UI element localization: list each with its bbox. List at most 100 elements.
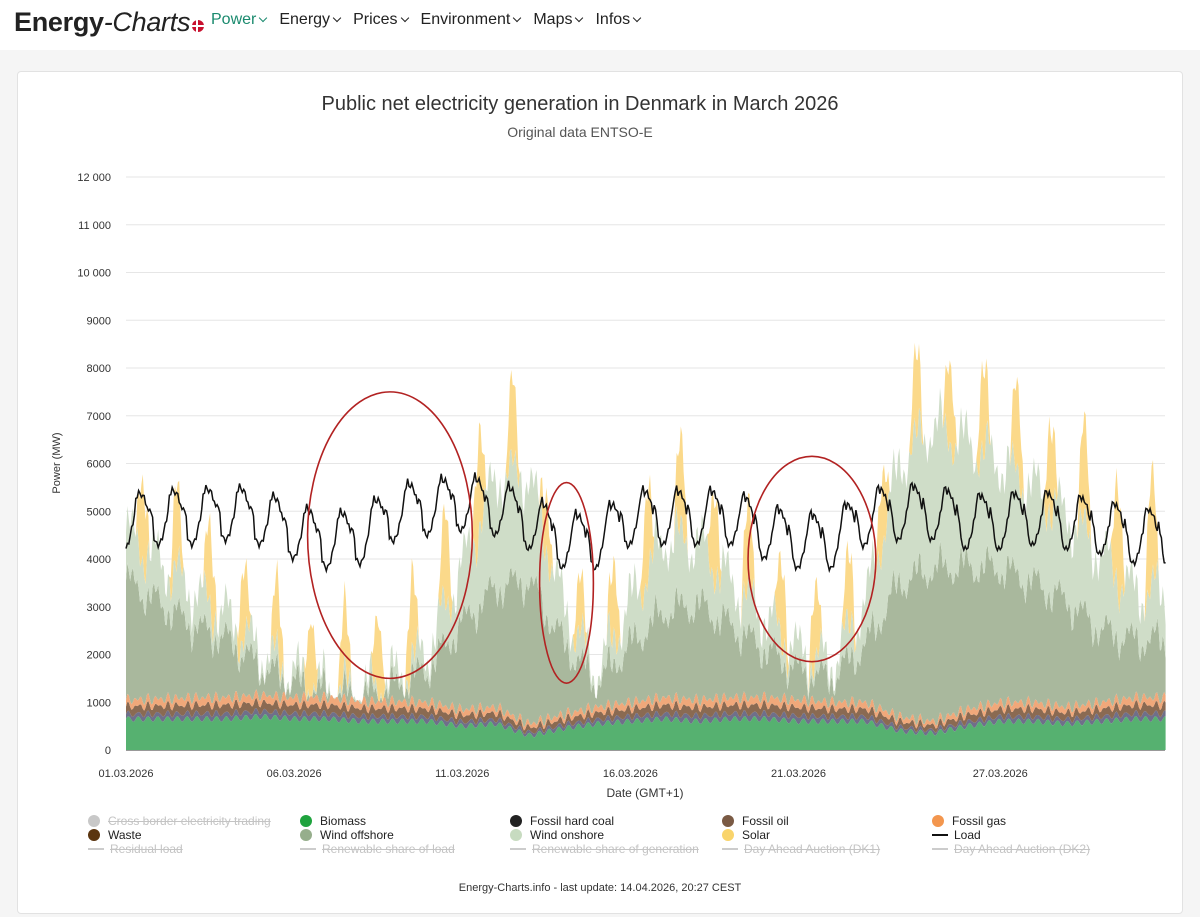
legend-marker <box>722 829 734 841</box>
legend-item-day-ahead-auction-dk2-[interactable]: Day Ahead Auction (DK2) <box>932 842 1090 856</box>
legend-item-wind-offshore[interactable]: Wind offshore <box>300 828 394 842</box>
legend-label: Residual load <box>110 842 183 856</box>
nav-maps[interactable]: Maps <box>533 11 584 29</box>
stacked-areas <box>126 342 1166 750</box>
brand-logo[interactable]: Energy-Charts <box>14 6 205 38</box>
wind-offshore-area <box>126 540 1166 728</box>
legend-label: Waste <box>108 828 142 842</box>
legend-item-residual-load[interactable]: Residual load <box>88 842 183 856</box>
legend-marker <box>300 848 316 850</box>
main-nav: Power Energy Prices Environment Maps Inf… <box>211 11 653 29</box>
legend-item-waste[interactable]: Waste <box>88 828 142 842</box>
nav-label: Infos <box>595 11 631 28</box>
chart-title: Public net electricity generation in Den… <box>322 93 839 115</box>
annotation-ellipse <box>747 455 877 663</box>
legend-label: Renewable share of generation <box>532 842 699 856</box>
brand-bold-text: Energy <box>14 7 104 37</box>
legend-marker <box>722 815 734 827</box>
y-tick-label: 1000 <box>87 697 111 709</box>
chart-subtitle: Original data ENTSO-E <box>507 124 653 140</box>
nav-label: Environment <box>420 11 511 28</box>
legend-label: Fossil gas <box>952 814 1007 828</box>
y-tick-label: 2000 <box>87 650 111 662</box>
load-line-group <box>125 472 1166 574</box>
legend-label: Day Ahead Auction (DK1) <box>744 842 881 856</box>
legend-marker <box>932 848 948 850</box>
nav-label: Prices <box>353 11 398 28</box>
last-update-footer: Energy-Charts.info - last update: 14.04.… <box>458 882 742 894</box>
tick-labels: 0 1000 2000 3000 4000 5000 6000 7000 8000 9000 10 … <box>77 172 1027 780</box>
x-tick-label: 01.03.2026 <box>98 768 153 780</box>
y-tick-label: 7000 <box>87 411 111 423</box>
y-tick-label: 12 000 <box>77 172 111 184</box>
legend-item-fossil-gas[interactable]: Fossil gas <box>932 814 1006 828</box>
legend-marker <box>88 829 100 841</box>
x-axis-label: Date (GMT+1) <box>606 786 683 800</box>
y-tick-label: 9000 <box>87 315 111 327</box>
legend-item-fossil-hard-coal[interactable]: Fossil hard coal <box>510 814 614 828</box>
legend-item-load[interactable]: Load <box>932 828 981 842</box>
fossil-oil-area <box>126 697 1166 734</box>
legend-marker <box>510 848 526 850</box>
denmark-flag-icon <box>192 20 205 32</box>
legend-item-solar[interactable]: Solar <box>722 828 770 842</box>
x-tick-label: 27.03.2026 <box>973 768 1028 780</box>
legend-marker <box>722 848 738 850</box>
nav-label: Maps <box>533 11 573 28</box>
legend-label: Wind onshore <box>530 828 605 842</box>
x-tick-label: 06.03.2026 <box>267 768 322 780</box>
nav-energy[interactable]: Energy <box>279 11 342 29</box>
legend-label: Cross border electricity trading <box>108 814 271 828</box>
legend-item-fossil-oil[interactable]: Fossil oil <box>722 814 789 828</box>
legend-label: Fossil oil <box>742 814 789 828</box>
y-tick-label: 3000 <box>87 602 111 614</box>
x-tick-label: 16.03.2026 <box>603 768 658 780</box>
legend-label: Load <box>954 828 981 842</box>
fossil-hard-coal-area <box>126 708 1166 738</box>
legend-marker <box>88 848 104 850</box>
nav-power[interactable]: Power <box>211 11 268 29</box>
legend-item-renewable-share-of-load[interactable]: Renewable share of load <box>300 842 455 856</box>
legend-item-day-ahead-auction-dk1-[interactable]: Day Ahead Auction (DK1) <box>722 842 880 856</box>
y-axis-label: Power (MW) <box>51 432 63 493</box>
legend-marker <box>510 815 522 827</box>
nav-infos[interactable]: Infos <box>595 11 642 29</box>
legend-marker <box>932 834 948 836</box>
legend-label: Biomass <box>320 814 367 828</box>
annotation-group <box>306 391 877 684</box>
legend-item-cross-border-electricity-trading[interactable]: Cross border electricity trading <box>88 814 271 828</box>
fossil-gas-area <box>126 689 1166 731</box>
legend-label: Renewable share of load <box>322 842 455 856</box>
legend-marker <box>88 815 100 827</box>
legend-label: Fossil hard coal <box>530 814 615 828</box>
y-tick-label: 10 000 <box>77 268 111 280</box>
wind-onshore-area <box>126 387 1166 704</box>
y-tick-label: 5000 <box>87 506 111 518</box>
legend-marker <box>510 829 522 841</box>
legend-marker <box>300 829 312 841</box>
y-tick-label: 0 <box>105 745 111 757</box>
solar-area <box>126 342 1166 703</box>
x-tick-label: 21.03.2026 <box>771 768 826 780</box>
legend-item-renewable-share-of-generation[interactable]: Renewable share of generation <box>510 842 699 856</box>
y-tick-label: 6000 <box>87 459 111 471</box>
legend-label: Wind offshore <box>320 828 394 842</box>
nav-prices[interactable]: Prices <box>353 11 409 29</box>
y-tick-label: 4000 <box>87 554 111 566</box>
legend-marker <box>300 815 312 827</box>
load-line <box>125 472 1166 574</box>
y-tick-label: 11 000 <box>78 220 111 232</box>
legend-item-wind-onshore[interactable]: Wind onshore <box>510 828 604 842</box>
top-navbar: Energy-Charts Power Energy Prices Enviro… <box>0 0 1200 50</box>
legend-marker <box>932 815 944 827</box>
y-tick-label: 8000 <box>87 363 111 375</box>
nav-label: Energy <box>279 11 331 28</box>
legend-item-biomass[interactable]: Biomass <box>300 814 366 828</box>
x-tick-label: 11.03.2026 <box>435 768 489 780</box>
legend-label: Solar <box>742 828 771 842</box>
brand-italic-text: -Charts <box>103 7 191 37</box>
annotation-ellipse <box>306 391 474 680</box>
nav-label: Power <box>211 11 257 28</box>
nav-environment[interactable]: Environment <box>420 11 522 29</box>
